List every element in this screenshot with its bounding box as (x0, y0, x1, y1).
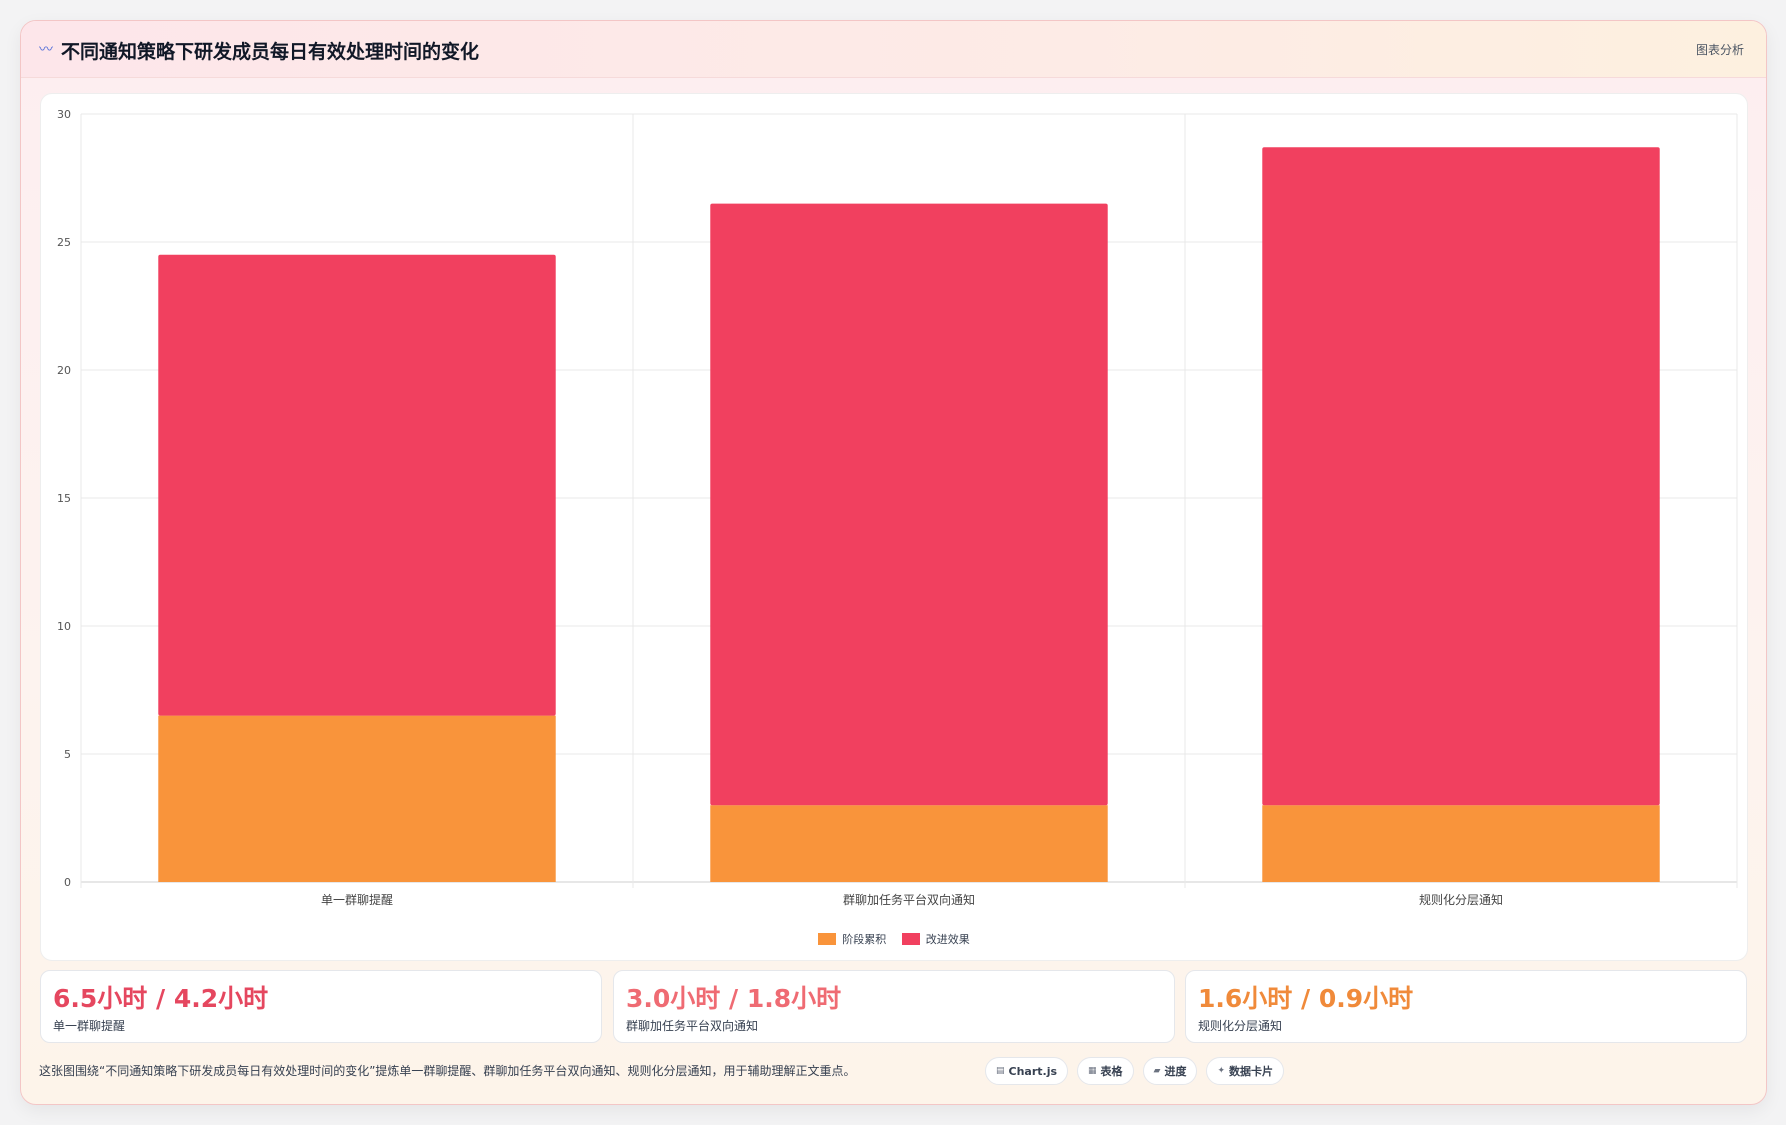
chip-progress[interactable]: ▰ 进度 (1142, 1057, 1198, 1085)
y-tick-label: 30 (57, 108, 71, 121)
chart-legend: 阶段累积 改进效果 (41, 931, 1747, 948)
chip-label: Chart.js (1008, 1064, 1058, 1078)
x-tick-label: 单一群聊提醒 (321, 892, 393, 907)
stat-card-1: 6.5小时 / 4.2小时 单一群聊提醒 (40, 970, 602, 1043)
stat-card-3: 1.6小时 / 0.9小时 规则化分层通知 (1185, 970, 1747, 1043)
y-tick-label: 0 (64, 876, 71, 889)
stat-label: 群聊加任务平台双向通知 (626, 1019, 759, 1033)
stacked-bar-chart: 0 5 10 15 20 25 30 单一群聊提醒 群聊加任务平台双向通知 规则化分层通知 (57, 108, 1738, 907)
stat-value: 6.5小时 / 4.2小时 (53, 984, 269, 1013)
legend-swatch (818, 933, 837, 945)
legend-item-series-1[interactable]: 改进效果 (901, 931, 970, 947)
tech-chips: ▤ Chart.js ▦ 表格 ▰ 进度 ✦ 数据卡片 (985, 1057, 1285, 1085)
bar-stage-accumulated (158, 715, 556, 882)
chart-card: 〰 不同通知策略下研发成员每日有效处理时间的变化 图表分析 0 5 10 15 20 25… (20, 20, 1767, 1105)
legend-label: 阶段累积 (842, 933, 887, 946)
chip-label: 进度 (1164, 1065, 1187, 1078)
bar-improvement-effect (158, 254, 556, 716)
stat-label: 单一群聊提醒 (53, 1019, 126, 1033)
y-tick-label: 15 (57, 492, 71, 505)
bar-stage-accumulated (710, 805, 1108, 882)
chip-data-card[interactable]: ✦ 数据卡片 (1206, 1057, 1285, 1085)
stat-value: 1.6小时 / 0.9小时 (1198, 984, 1414, 1013)
chart-analysis-badge[interactable]: 图表分析 (1695, 43, 1744, 57)
stat-label: 规则化分层通知 (1198, 1019, 1283, 1033)
legend-swatch (901, 933, 920, 945)
chart-icon: ▤ (996, 1066, 1005, 1076)
progress-icon: ▰ (1153, 1066, 1161, 1076)
bar-stage-accumulated (1262, 805, 1660, 882)
chip-table[interactable]: ▦ 表格 (1077, 1057, 1134, 1085)
y-tick-label: 20 (57, 364, 71, 377)
card-header: 〰 不同通知策略下研发成员每日有效处理时间的变化 图表分析 (21, 21, 1766, 78)
bar-improvement-effect (710, 203, 1108, 806)
sparkle-icon: ✦ (1217, 1066, 1226, 1076)
chart-line-icon: 〰 (39, 42, 53, 58)
chip-label: 数据卡片 (1229, 1065, 1274, 1078)
y-tick-label: 10 (57, 620, 71, 633)
legend-label: 改进效果 (925, 933, 970, 946)
y-tick-label: 25 (57, 236, 71, 249)
chip-label: 表格 (1100, 1065, 1123, 1078)
stat-card-2: 3.0小时 / 1.8小时 群聊加任务平台双向通知 (613, 970, 1175, 1043)
table-icon: ▦ (1088, 1066, 1097, 1076)
chart-title: 不同通知策略下研发成员每日有效处理时间的变化 (61, 41, 480, 63)
legend-item-series-0[interactable]: 阶段累积 (818, 931, 886, 947)
chart-panel: 0 5 10 15 20 25 30 单一群聊提醒 群聊加任务平台双向通知 规则化分层通知 阶段累… (40, 93, 1748, 961)
x-tick-label: 规则化分层通知 (1419, 892, 1503, 907)
x-tick-label: 群聊加任务平台双向通知 (843, 892, 975, 907)
chip-chartjs[interactable]: ▤ Chart.js (985, 1057, 1069, 1085)
y-tick-label: 5 (64, 748, 71, 761)
stat-value: 3.0小时 / 1.8小时 (626, 984, 842, 1013)
bar-improvement-effect (1262, 147, 1660, 806)
chart-caption: 这张图围绕“不同通知策略下研发成员每日有效处理时间的变化”提炼单一群聊提醒、群聊… (39, 1064, 856, 1078)
